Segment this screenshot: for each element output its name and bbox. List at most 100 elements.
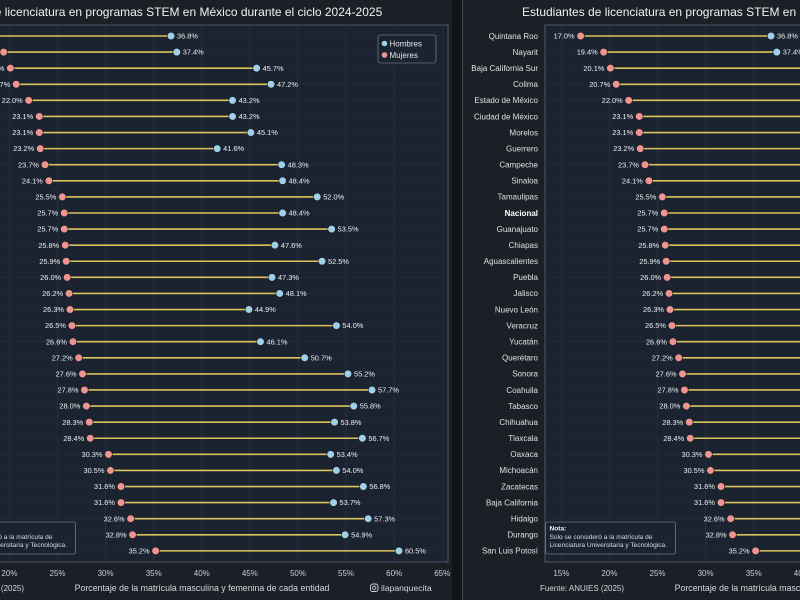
mujeres-dot [640,160,650,169]
mujeres-dot [635,128,644,137]
chart-title: Estudiantes de licenciatura en programas… [522,5,800,19]
x-tick-label: 30% [698,569,714,578]
x-tick-label: 20% [601,569,617,578]
mujeres-value-label: 30.5% [83,466,104,475]
hombres-value-label: 47.2% [277,80,298,89]
hombres-dot [766,31,776,41]
mujeres-dot [704,450,713,459]
mujeres-dot [663,273,672,282]
mujeres-value-label: 32.6% [104,514,125,523]
mujeres-dot [665,305,675,314]
mujeres-dot [716,498,726,507]
hombres-value-label: 52.5% [328,257,349,266]
instagram-icon [370,583,379,592]
mujeres-value-label: 25.9% [39,257,60,266]
hombres-value-label: 57.3% [374,514,395,523]
mujeres-value-label: 25.7% [637,209,658,218]
mujeres-value-label: 30.3% [682,450,703,459]
mujeres-dot [68,337,78,346]
note-line: Solo se consideró a la matrícula de [0,534,53,541]
state-label: Morelos [510,128,538,137]
mujeres-dot [728,530,737,539]
mujeres-dot [116,498,126,507]
mujeres-dot [62,257,71,266]
hombres-value-label: 53.5% [338,225,359,234]
hombres-value-label: 43.2% [239,112,260,121]
hombres-value-label: 36.8% [777,32,798,41]
mujeres-dot [36,144,45,153]
mujeres-value-label: 23.2% [613,144,634,153]
mujeres-dot [116,482,126,491]
hombres-value-label: 47.6% [281,241,302,250]
mujeres-value-label: 20.1% [583,64,604,73]
state-label: Querétaro [502,354,539,363]
mujeres-value-label: 28.3% [62,418,83,427]
mujeres-dot [658,192,667,201]
mujeres-dot [80,385,89,395]
mujeres-value-label: 20.1% [0,64,5,73]
hombres-dot [358,434,367,443]
hombres-value-label: 45.1% [257,128,278,137]
mujeres-dot [664,289,674,298]
hombres-dot [332,466,341,475]
x-tick-label: 15% [553,569,569,578]
mujeres-value-label: 23.2% [13,144,34,153]
state-label: Coahuila [506,386,538,395]
legend-hombres-marker [381,40,388,47]
state-label-highlight: Nacional [505,209,538,218]
mujeres-value-label: 28.4% [63,434,84,443]
chart-svg-left: Estudiantes de licenciatura en programas… [0,5,451,593]
hombres-value-label: 47.3% [278,273,299,282]
hombres-dot [394,546,404,555]
hombres-dot [364,514,373,523]
x-tick-label: 35% [746,569,762,578]
mujeres-value-label: 22.0% [2,96,23,105]
mujeres-value-label: 23.1% [12,112,33,121]
mujeres-dot [24,96,33,105]
hombres-dot [252,64,261,73]
mujeres-dot [0,47,8,57]
x-tick-label: 25% [650,569,666,578]
mujeres-value-label: 30.5% [683,466,704,475]
hombres-dot [332,321,341,330]
mujeres-dot [64,289,74,298]
legend-mujeres-label: Mujeres [390,51,418,60]
state-label: Baja California [486,498,539,507]
mujeres-value-label: 32.6% [704,514,725,523]
state-label: Durango [507,531,538,540]
hombres-dot [275,289,284,298]
mujeres-value-label: 25.7% [637,225,658,234]
mujeres-value-label: 31.6% [694,482,715,491]
hombres-value-label: 48.4% [289,176,310,185]
x-tick-label: 45% [242,569,258,578]
hombres-value-label: 53.7% [340,498,361,507]
chart-title: Estudiantes de licenciatura en programas… [0,5,383,19]
hombres-value-label: 54.0% [342,466,363,475]
mujeres-dot [606,64,615,73]
state-label: Estado de México [474,96,538,105]
mujeres-value-label: 28.4% [663,434,684,443]
chart-view-left: Estudiantes de licenciatura en programas… [0,0,452,600]
instagram-icon-frame [370,583,379,592]
hombres-value-label: 48.1% [286,289,307,298]
mujeres-dot [67,321,77,330]
mujeres-value-label: 22.0% [602,96,623,105]
credit-text: ilapanquecita [381,583,432,593]
hombres-dot [326,450,335,459]
mujeres-dot [104,450,113,459]
state-label: Tamaulipas [498,193,538,202]
hombres-dot [278,176,287,185]
state-label: San Luis Potosí [482,547,539,556]
hombres-value-label: 37.4% [183,48,204,57]
mujeres-value-label: 27.8% [57,386,78,395]
mujeres-value-label: 26.2% [42,289,63,298]
mujeres-value-label: 20.7% [0,80,11,89]
x-axis-title: Porcentaje de la matrícula masculina y f… [675,583,800,593]
hombres-value-label: 53.8% [341,418,362,427]
mujeres-dot [599,47,608,57]
hombres-dot [166,31,176,41]
state-label: Oaxaca [510,450,538,459]
note-line: Licenciatura Universitaria y Tecnológica… [0,542,67,549]
hombres-value-label: 37.4% [783,48,800,57]
mujeres-dot [686,434,695,443]
